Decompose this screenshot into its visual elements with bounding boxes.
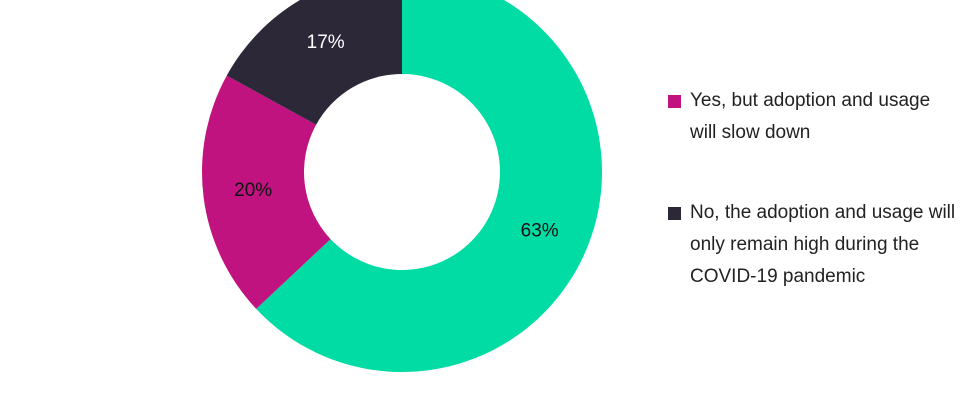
legend-swatch — [668, 207, 681, 220]
data-label: 20% — [234, 180, 272, 201]
legend-label: Yes, but adoption and usage will slow do… — [690, 90, 931, 143]
donut-slice — [202, 75, 331, 309]
legend-label: No, the adoption and usage will only rem… — [690, 202, 956, 287]
data-label: 63% — [521, 221, 559, 242]
legend-label: usage will continue to increase — [690, 0, 958, 4]
data-label: 17% — [307, 32, 345, 53]
donut-slice — [256, 0, 603, 372]
donut-slice — [226, 0, 402, 125]
legend-swatch — [668, 95, 681, 108]
